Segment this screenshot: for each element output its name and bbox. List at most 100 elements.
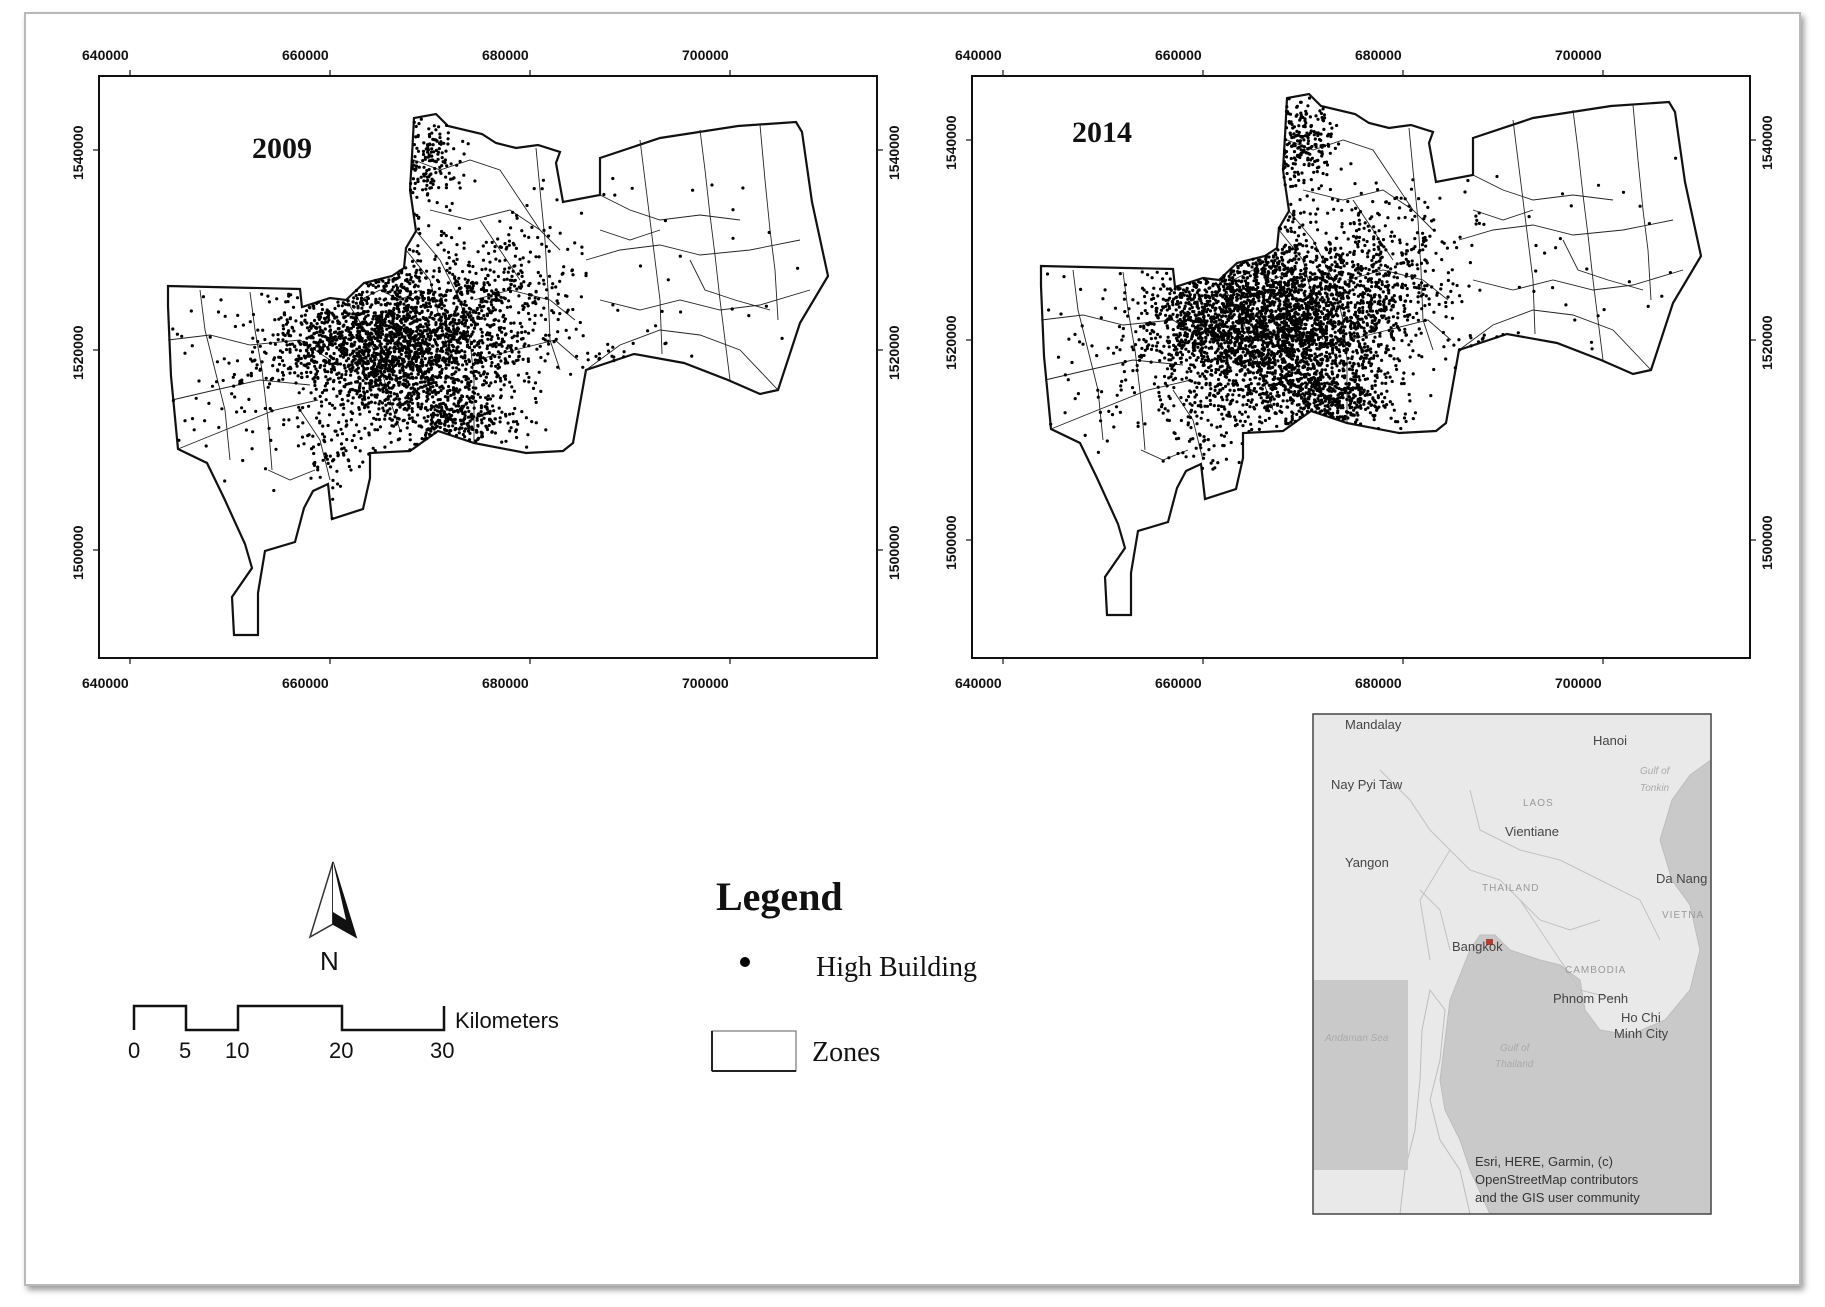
high-building-point [270, 409, 274, 413]
high-building-point [512, 334, 516, 338]
high-building-point [430, 390, 434, 394]
high-building-point [395, 288, 399, 292]
high-building-point [359, 299, 363, 303]
x-tick-label-bottom: 640000 [82, 675, 129, 691]
high-building-point [446, 396, 450, 400]
high-building-point [457, 368, 461, 372]
high-building-point [1237, 335, 1241, 339]
high-building-point [357, 395, 361, 399]
high-building-point [1297, 257, 1301, 261]
high-building-point [1310, 245, 1314, 249]
high-building-point [341, 349, 346, 353]
high-building-point [467, 306, 471, 310]
high-building-point [1240, 279, 1244, 283]
high-building-point [360, 358, 364, 362]
high-building-point [425, 395, 429, 399]
high-building-point [512, 243, 516, 247]
high-building-point [418, 323, 423, 327]
high-building-point [460, 426, 464, 430]
high-building-point [453, 262, 458, 266]
high-building-point [421, 159, 425, 163]
high-building-point [227, 361, 231, 365]
high-building-point [280, 359, 285, 363]
high-building-point [494, 291, 498, 295]
high-building-point [1152, 286, 1156, 290]
high-building-point [383, 374, 387, 379]
zone-boundary [299, 409, 331, 481]
high-building-point [378, 399, 382, 403]
high-building-point [468, 311, 472, 315]
high-building-point [320, 307, 325, 312]
high-building-layer [171, 117, 800, 520]
high-building-point [515, 334, 519, 338]
high-building-point [575, 354, 579, 358]
high-building-point [461, 318, 465, 322]
high-building-point [409, 310, 413, 314]
high-building-point [525, 371, 529, 376]
high-building-point [1265, 374, 1269, 378]
high-building-point [410, 409, 414, 414]
high-building-point [1330, 366, 1334, 370]
zone-boundary [1122, 271, 1146, 451]
high-building-point [316, 465, 320, 469]
high-building-point [332, 351, 336, 356]
high-building-point [494, 345, 498, 349]
high-building-point [312, 463, 317, 467]
high-building-point [388, 402, 392, 406]
high-building-point [480, 309, 484, 313]
high-building-point [480, 435, 484, 439]
high-building-point [401, 419, 405, 423]
high-building-point [344, 359, 349, 363]
high-building-point [366, 309, 370, 313]
high-building-point [1212, 404, 1216, 408]
high-building-point [393, 415, 397, 419]
high-building-point [489, 364, 493, 368]
high-building-point [427, 346, 431, 350]
high-building-point [377, 280, 381, 284]
high-building-point [580, 245, 584, 249]
high-building-point [429, 289, 433, 293]
high-building-point [441, 312, 445, 316]
high-building-point [427, 349, 431, 353]
high-building-point [414, 124, 418, 129]
high-building-point [371, 291, 375, 295]
high-building-point [417, 347, 421, 352]
high-building-point [511, 412, 515, 416]
y-tick-label-right: 1540000 [886, 125, 902, 180]
high-building-point [449, 288, 453, 293]
high-building-point [1254, 278, 1259, 282]
high-building-point [470, 427, 474, 431]
high-building-point [1229, 268, 1233, 272]
high-building-point [1320, 352, 1324, 356]
high-building-point [1172, 386, 1176, 390]
high-building-point [485, 289, 489, 293]
high-building-point [275, 297, 279, 301]
high-building-point [220, 407, 224, 411]
high-building-point [429, 422, 433, 426]
high-building-point [346, 303, 350, 307]
high-building-point [465, 338, 469, 342]
high-building-point [488, 260, 492, 264]
high-building-point [373, 449, 377, 453]
high-building-point [418, 380, 422, 384]
high-building-point [622, 355, 626, 359]
high-building-point [513, 406, 517, 411]
high-building-point [328, 454, 332, 458]
high-building-point [311, 377, 315, 381]
high-building-point [407, 360, 411, 364]
high-building-point [542, 306, 546, 310]
high-building-point [506, 270, 510, 274]
high-building-point [379, 342, 383, 346]
high-building-point [416, 180, 420, 184]
high-building-point [509, 226, 513, 230]
high-building-point [331, 387, 336, 391]
high-building-point [362, 406, 367, 410]
high-building-point [1372, 418, 1376, 422]
high-building-point [461, 355, 466, 360]
high-building-point [400, 389, 404, 394]
high-building-point [1278, 409, 1282, 413]
high-building-point [307, 335, 311, 339]
high-building-point [342, 363, 346, 367]
high-building-point [416, 355, 420, 359]
high-building-point [315, 344, 319, 348]
